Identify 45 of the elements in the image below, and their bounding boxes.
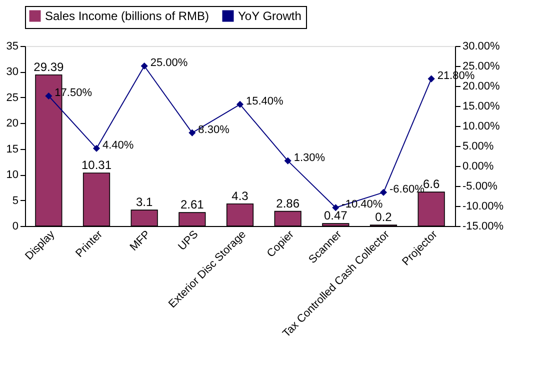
y-tick-label: 10 <box>6 169 18 182</box>
legend-label: Sales Income (billions of RMB) <box>45 9 210 23</box>
y2-tick-label: 30.00% <box>462 40 500 52</box>
data-label: 29.39 <box>34 60 64 74</box>
data-label: 2.86 <box>276 196 300 210</box>
data-label: 8.30% <box>198 124 230 136</box>
y-tick-label: 20 <box>6 118 18 130</box>
data-label: 6.6 <box>422 177 440 192</box>
point <box>188 129 196 136</box>
y2-tick-label: 15.00% <box>462 100 500 112</box>
y-tick-label: 30 <box>6 66 18 78</box>
y2-tick-label: 25.00% <box>462 60 500 72</box>
point <box>380 188 388 196</box>
legend-label: YoY Growth <box>238 9 302 23</box>
y-tick-label: 15 <box>6 143 18 156</box>
point <box>332 204 340 212</box>
point <box>140 62 148 70</box>
data-label: 15.40% <box>246 95 284 108</box>
data-label: 4.40% <box>102 139 134 152</box>
data-label: -6.60% <box>389 183 425 196</box>
data-label: 0.2 <box>375 210 392 224</box>
data-label: 1.30% <box>294 152 326 164</box>
point <box>45 92 52 100</box>
y2-tick-label: 5.00% <box>462 140 494 152</box>
y2-tick-label: 20.00% <box>462 80 500 92</box>
data-label: -10.40% <box>342 198 383 211</box>
y-tick-label: 0 <box>12 220 18 232</box>
data-label: 10.31 <box>81 158 112 172</box>
point <box>284 157 292 164</box>
y-tick-label: 5 <box>12 194 18 207</box>
point <box>428 75 435 82</box>
y-tick-label: 35 <box>6 40 18 52</box>
data-label: 4.3 <box>232 188 249 203</box>
y-tick-label: 25 <box>6 92 18 104</box>
data-label: 3.1 <box>136 195 153 210</box>
y2-tick-label: 0.00% <box>462 160 494 172</box>
data-label: 25.00% <box>150 57 188 69</box>
y2-tick-label: 10.00% <box>462 120 500 132</box>
y2-tick-label: -15.00% <box>462 220 504 232</box>
data-label: 2.61 <box>180 198 204 212</box>
point <box>236 100 244 108</box>
y2-tick-label: -5.00% <box>462 180 498 192</box>
point <box>92 144 100 152</box>
y2-tick-label: -10.00% <box>462 200 504 212</box>
data-label: 0.47 <box>324 208 348 223</box>
